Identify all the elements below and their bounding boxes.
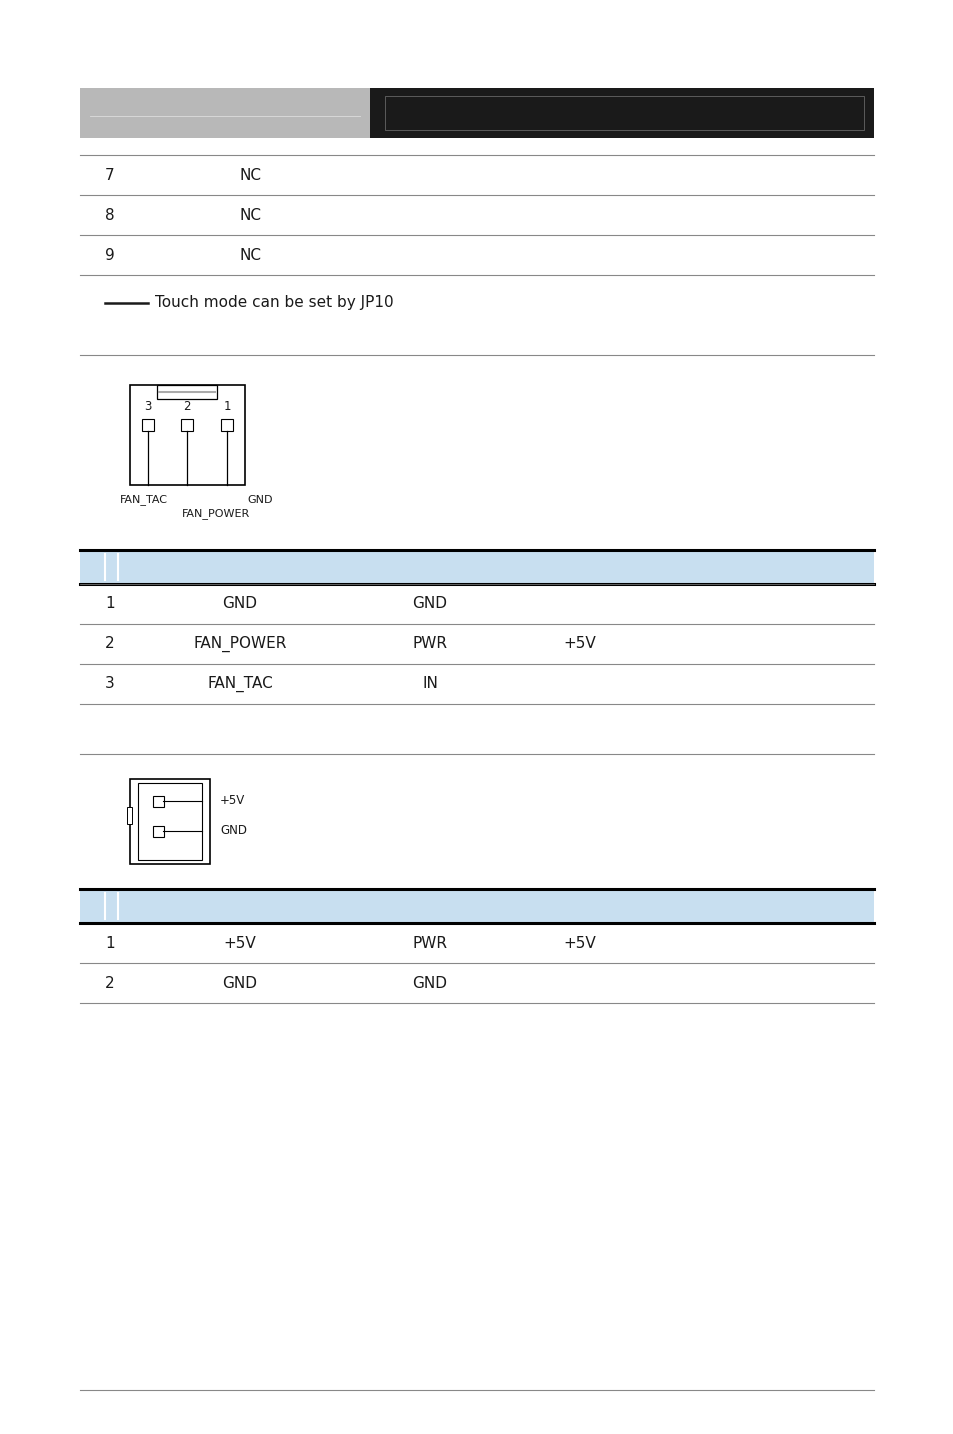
Bar <box>142 419 153 432</box>
Text: 3: 3 <box>144 400 152 413</box>
Bar <box>385 96 863 130</box>
Bar <box>152 796 164 807</box>
Bar <box>138 783 202 860</box>
Text: NC: NC <box>240 168 262 182</box>
Text: FAN_POWER: FAN_POWER <box>182 509 250 519</box>
Text: 1: 1 <box>105 935 114 951</box>
Text: +5V: +5V <box>223 935 256 951</box>
Text: 9: 9 <box>105 248 114 262</box>
Bar <box>130 779 210 865</box>
Text: 1: 1 <box>223 400 231 413</box>
Text: +5V: +5V <box>563 935 596 951</box>
Text: 2: 2 <box>183 400 191 413</box>
Text: NC: NC <box>240 208 262 222</box>
Text: 8: 8 <box>105 208 114 222</box>
Text: 1: 1 <box>105 597 114 611</box>
Text: GND: GND <box>222 975 257 991</box>
Text: 7: 7 <box>105 168 114 182</box>
Text: PWR: PWR <box>412 935 447 951</box>
Bar <box>80 87 370 138</box>
Text: GND: GND <box>222 597 257 611</box>
Bar <box>130 384 245 485</box>
Bar <box>152 826 164 837</box>
Text: 2: 2 <box>105 975 114 991</box>
Text: GND: GND <box>412 597 447 611</box>
Text: GND: GND <box>412 975 447 991</box>
Bar <box>181 419 193 432</box>
Text: Touch mode can be set by JP10: Touch mode can be set by JP10 <box>154 295 394 311</box>
Bar <box>221 419 233 432</box>
Text: GND: GND <box>247 495 273 505</box>
Bar <box>370 87 873 138</box>
Text: GND: GND <box>220 825 247 837</box>
Text: NC: NC <box>240 248 262 262</box>
Bar <box>80 551 873 584</box>
Bar <box>80 889 873 923</box>
Text: +5V: +5V <box>220 794 245 807</box>
Text: +5V: +5V <box>563 637 596 651</box>
Bar <box>127 807 132 825</box>
Text: 2: 2 <box>105 637 114 651</box>
Text: PWR: PWR <box>412 637 447 651</box>
Text: IN: IN <box>421 677 437 691</box>
Text: FAN_POWER: FAN_POWER <box>193 635 287 652</box>
Text: FAN_TAC: FAN_TAC <box>120 495 168 505</box>
Text: 3: 3 <box>105 677 114 691</box>
Bar <box>157 384 217 399</box>
Text: FAN_TAC: FAN_TAC <box>207 675 273 693</box>
